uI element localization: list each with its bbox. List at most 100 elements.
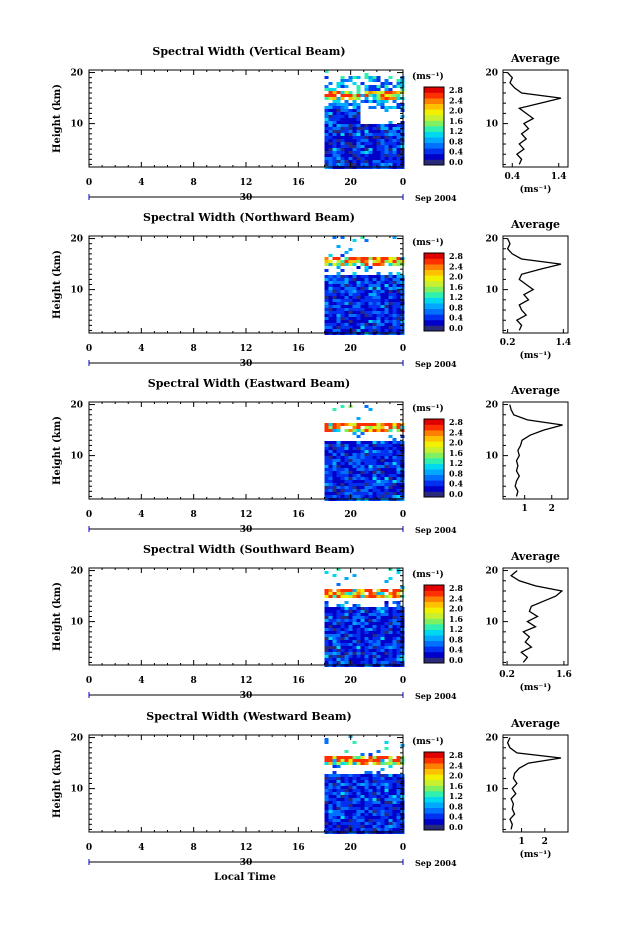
x-tick-label: 20 xyxy=(344,344,357,354)
x-tick-label: 8 xyxy=(191,178,197,188)
x-tick-label: 12 xyxy=(240,676,253,686)
date-marker: 30 xyxy=(240,691,253,701)
average-profile: Average 20 10 0.2 1.4 (ms⁻¹) xyxy=(485,218,571,361)
colorbar-swatch xyxy=(424,491,444,498)
colorbar-tick-label: 0.4 xyxy=(449,479,463,489)
average-x-tick-label: 1 xyxy=(518,837,524,847)
x-tick-label: 20 xyxy=(344,510,357,520)
colorbar-tick-label: 2.8 xyxy=(449,85,463,95)
x-tick-label: 0 xyxy=(400,510,406,520)
colorbar-frame xyxy=(423,584,445,664)
x-tick-label: 12 xyxy=(240,344,253,354)
colorbar-tick-label: 2.0 xyxy=(449,604,463,614)
heatmap-cells xyxy=(324,236,405,335)
average-x-tick-label: 1.4 xyxy=(551,172,567,182)
y-tick-label: 20 xyxy=(70,69,83,79)
colorbar-swatch xyxy=(424,114,444,121)
colorbar-tick-label: 0.8 xyxy=(449,136,463,146)
x-tick-label: 4 xyxy=(138,510,144,520)
x-tick-label: 0 xyxy=(86,676,92,686)
colorbar-swatch xyxy=(424,435,444,442)
colorbar-unit: (ms⁻¹) xyxy=(412,403,444,414)
colorbar-swatch xyxy=(424,585,444,591)
colorbar-swatch xyxy=(424,264,444,270)
colorbar-swatch xyxy=(424,646,444,653)
colorbar-tick-label: 2.8 xyxy=(449,583,463,593)
y-tick-label: 10 xyxy=(70,785,83,795)
colorbar-tick-label: 0.8 xyxy=(449,801,463,811)
average-y-tick-label: 10 xyxy=(485,618,498,628)
x-tick-label: 16 xyxy=(292,843,305,853)
colorbar-tick-label: 0.4 xyxy=(449,147,463,157)
colorbar-swatch xyxy=(424,419,444,425)
colorbar-tick-label: 0.4 xyxy=(449,645,463,655)
x-tick-label: 0 xyxy=(400,676,406,686)
colorbar-swatch xyxy=(424,824,444,831)
average-y-tick-label: 10 xyxy=(485,785,498,795)
colorbar-tick-label: 2.8 xyxy=(449,251,463,261)
colorbar-swatch xyxy=(424,779,444,786)
colorbar-swatch xyxy=(424,159,444,166)
y-axis-label: Height (km) xyxy=(52,84,63,153)
colorbar-swatch xyxy=(424,640,444,647)
colorbar-tick-label: 0.8 xyxy=(449,634,463,644)
colorbar-tick-label: 2.4 xyxy=(449,760,463,770)
average-x-tick-label: 1.6 xyxy=(556,670,572,680)
colorbar-swatch xyxy=(424,430,444,436)
average-frame xyxy=(502,235,569,334)
colorbar-swatch xyxy=(424,813,444,820)
date-marker: 30 xyxy=(240,858,253,868)
colorbar-tick-label: 0.0 xyxy=(449,822,463,832)
average-line xyxy=(507,72,562,165)
x-tick-label: 12 xyxy=(240,510,253,520)
x-tick-label: 0 xyxy=(86,344,92,354)
date-marker: 30 xyxy=(240,193,253,203)
colorbar-swatch xyxy=(424,314,444,321)
colorbar-swatch xyxy=(424,752,444,758)
colorbar-swatch xyxy=(424,275,444,282)
heatmap-cells xyxy=(324,70,405,169)
date-suffix: Sep 2004 xyxy=(415,193,457,203)
x-tick-label: 0 xyxy=(400,178,406,188)
colorbar-swatch xyxy=(424,308,444,315)
date-suffix: Sep 2004 xyxy=(415,525,457,535)
y-axis-label: Height (km) xyxy=(52,749,63,818)
average-title: Average xyxy=(510,384,560,397)
colorbar-swatch xyxy=(424,657,444,664)
colorbar-frame xyxy=(423,418,445,498)
colorbar-swatch xyxy=(424,480,444,487)
colorbar-swatch xyxy=(424,485,444,492)
colorbar-swatch xyxy=(424,458,444,464)
x-tick-label: 20 xyxy=(344,843,357,853)
average-x-tick-label: 0.2 xyxy=(500,338,516,348)
colorbar-tick-label: 2.4 xyxy=(449,427,463,437)
colorbar-swatch xyxy=(424,269,444,276)
x-tick-label: 8 xyxy=(191,843,197,853)
average-unit-label: (ms⁻¹) xyxy=(520,350,552,361)
y-axis-label: Height (km) xyxy=(52,250,63,319)
colorbar-tick-label: 2.4 xyxy=(449,261,463,271)
colorbar-swatch xyxy=(424,280,444,287)
x-tick-label: 0 xyxy=(400,843,406,853)
colorbar-tick-label: 1.6 xyxy=(449,614,463,624)
colorbar-tick-label: 0.0 xyxy=(449,655,463,665)
y-tick-label: 20 xyxy=(70,734,83,744)
average-y-tick-label: 20 xyxy=(485,567,498,577)
colorbar-tick-label: 2.0 xyxy=(449,771,463,781)
colorbar-swatch xyxy=(424,292,444,298)
colorbar-tick-label: 0.0 xyxy=(449,157,463,167)
date-suffix: Sep 2004 xyxy=(415,359,457,369)
colorbar-tick-label: 2.0 xyxy=(449,106,463,116)
colorbar-tick-label: 2.8 xyxy=(449,750,463,760)
date-marker: 30 xyxy=(240,359,253,369)
colorbar-swatch xyxy=(424,142,444,149)
panel-2: Spectral Width (Northward Beam) 20 10 Heigh… xyxy=(52,211,571,369)
colorbar-swatch xyxy=(424,757,444,764)
colorbar-tick-label: 2.0 xyxy=(449,438,463,448)
colorbar-swatch xyxy=(424,325,444,332)
colorbar-tick-label: 1.6 xyxy=(449,448,463,458)
colorbar-tick-label: 0.0 xyxy=(449,323,463,333)
y-tick-label: 20 xyxy=(70,235,83,245)
average-x-tick-label: 0.4 xyxy=(504,172,520,182)
colorbar-swatch xyxy=(424,818,444,825)
